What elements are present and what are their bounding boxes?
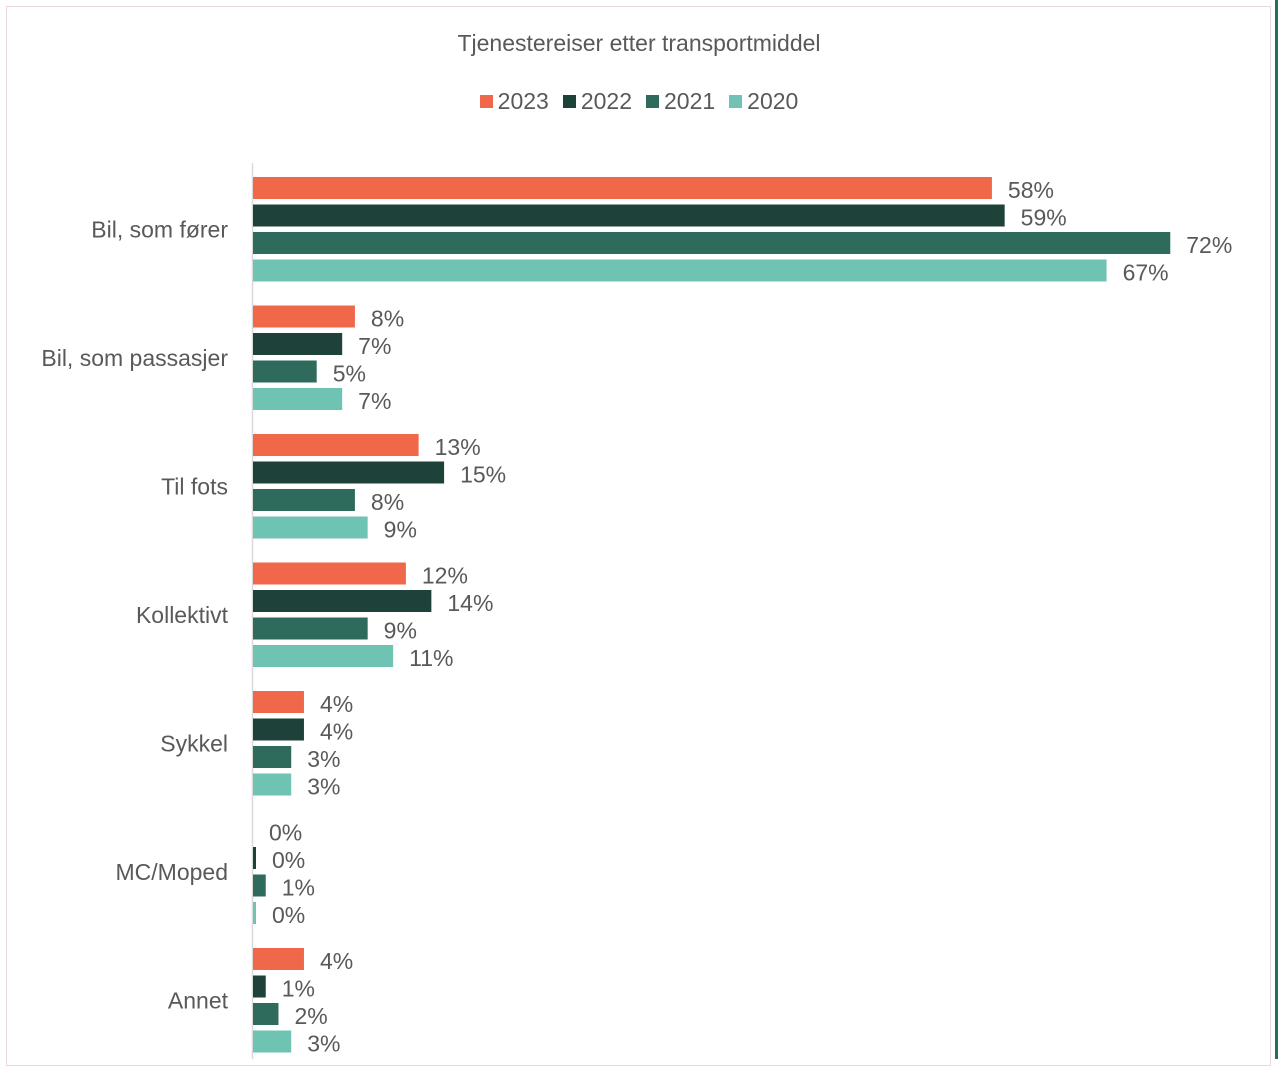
bar-2023	[253, 948, 304, 970]
legend-label-2021: 2021	[664, 88, 716, 114]
legend-item-2022: 2022	[562, 88, 632, 115]
data-label: 9%	[384, 517, 417, 543]
bar-2023	[253, 305, 355, 328]
bar-2021	[253, 617, 368, 640]
legend-item-2023: 2023	[479, 88, 549, 115]
bar-2022	[253, 590, 432, 612]
bar-2021	[253, 874, 266, 897]
data-label: 0%	[272, 847, 305, 873]
bar-2023	[253, 177, 992, 199]
bar-2023	[253, 562, 406, 585]
data-label: 58%	[1008, 177, 1054, 203]
data-label: 2%	[294, 1003, 327, 1029]
legend-item-2020: 2020	[729, 88, 798, 115]
data-label: 3%	[307, 774, 340, 800]
legend-swatch-2021	[646, 95, 659, 108]
bar-2021	[253, 360, 317, 383]
data-label: 8%	[371, 306, 404, 332]
legend-label-2022: 2022	[580, 88, 632, 114]
bar-2022	[253, 204, 1005, 227]
category-label: Kollektivt	[136, 602, 229, 628]
data-label: 13%	[435, 434, 481, 460]
bar-2020	[253, 259, 1107, 282]
bar-2023	[253, 434, 419, 456]
data-label: 67%	[1123, 260, 1169, 286]
bar-2022	[253, 461, 445, 484]
data-label: 72%	[1186, 232, 1232, 258]
category-label: Til fots	[161, 473, 228, 499]
bar-2022	[253, 333, 343, 355]
data-label: 8%	[371, 489, 404, 515]
data-label: 5%	[333, 361, 366, 387]
data-label: 0%	[269, 820, 302, 846]
bar-2020	[253, 645, 394, 667]
bar-2021	[253, 1003, 279, 1025]
data-label: 11%	[409, 645, 453, 671]
data-label: 7%	[358, 333, 391, 359]
data-label: 12%	[422, 563, 468, 589]
data-label: 14%	[447, 590, 493, 616]
chart-title: Tjenestereiser etter transportmiddel	[457, 30, 821, 56]
chart-legend: 2023 2022 2021 2020	[0, 88, 1278, 115]
data-label: 7%	[358, 388, 391, 414]
bar-2020	[253, 1030, 292, 1053]
data-label: 1%	[282, 976, 315, 1002]
bar-2021	[253, 489, 355, 511]
bar-2021	[253, 232, 1171, 254]
bar-2022	[253, 975, 266, 998]
legend-swatch-2022	[562, 95, 576, 108]
legend-label-2020: 2020	[747, 88, 799, 114]
data-label: 0%	[272, 902, 305, 928]
legend-label-2023: 2023	[497, 88, 549, 114]
data-label: 9%	[384, 618, 417, 644]
data-label: 4%	[320, 719, 353, 745]
bar-2020	[253, 773, 292, 796]
category-label: Bil, som passasjer	[41, 345, 228, 371]
data-label: 3%	[307, 1031, 340, 1057]
bar-2022	[253, 718, 304, 741]
bar-2021	[253, 746, 292, 768]
bar-2023	[253, 691, 304, 713]
category-label: Annet	[168, 987, 229, 1013]
bar-2020	[253, 902, 256, 924]
right-edge-accent	[1275, 0, 1278, 1059]
data-label: 4%	[320, 948, 353, 974]
data-label: 59%	[1021, 205, 1067, 231]
bar-2020	[253, 388, 343, 410]
legend-swatch-2020	[729, 95, 743, 108]
data-label: 3%	[307, 746, 340, 772]
data-label: 1%	[282, 875, 315, 901]
category-label: MC/Moped	[116, 859, 228, 885]
data-label: 4%	[320, 691, 353, 717]
data-label: 15%	[460, 462, 506, 488]
legend-swatch-2023	[479, 95, 493, 108]
category-label: Bil, som fører	[91, 216, 228, 242]
category-label: Sykkel	[160, 730, 228, 756]
bar-2022	[253, 847, 256, 869]
legend-item-2021: 2021	[646, 88, 715, 115]
bar-2020	[253, 516, 368, 539]
